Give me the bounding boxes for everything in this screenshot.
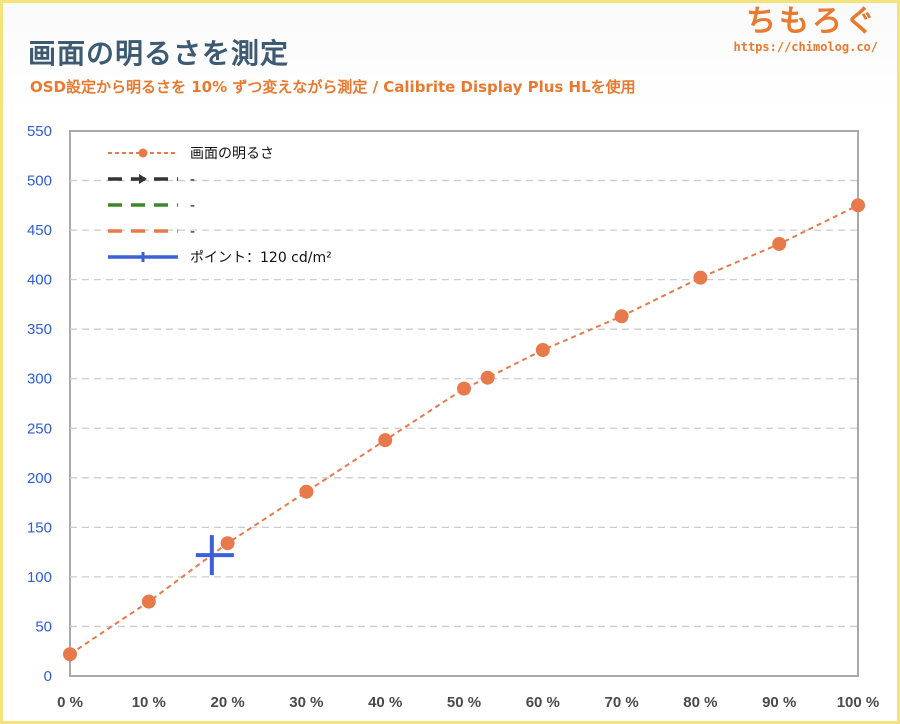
- y-tick-label: 300: [27, 371, 52, 388]
- x-tick-label: 10 %: [132, 694, 166, 711]
- data-point: [693, 270, 708, 285]
- data-point: [63, 647, 77, 662]
- data-point: [851, 198, 865, 213]
- legend-item: -: [108, 198, 195, 214]
- y-tick-label: 150: [27, 519, 52, 536]
- data-point: [141, 594, 156, 609]
- y-tick-label: 250: [27, 420, 52, 437]
- legend-marker: [138, 148, 148, 158]
- data-point: [378, 433, 393, 448]
- data-point: [220, 536, 235, 551]
- legend-label: -: [190, 172, 195, 188]
- x-tick-label: 30 %: [289, 694, 323, 711]
- data-point: [457, 381, 471, 396]
- x-tick-label: 90 %: [762, 694, 796, 711]
- chart-title: 画面の明るさを測定: [28, 37, 290, 70]
- x-tick-label: 40 %: [368, 694, 402, 711]
- x-tick-label: 100 %: [837, 694, 880, 711]
- y-tick-label: 50: [35, 618, 52, 635]
- x-tick-label: 50 %: [447, 694, 481, 711]
- site-logo: ちもろぐ https://chimolog.co/: [734, 2, 879, 54]
- legend-label: -: [190, 198, 195, 214]
- x-tick-label: 80 %: [683, 694, 717, 711]
- plot-border: [69, 130, 859, 677]
- legend-label: ポイント：120 cd/m²: [190, 250, 332, 266]
- y-tick-label: 100: [27, 569, 52, 586]
- legend-label: -: [190, 224, 195, 240]
- data-point: [299, 484, 314, 499]
- y-tick-label: 450: [27, 222, 52, 239]
- y-tick-label: 0: [44, 668, 52, 685]
- legend-item: 画面の明るさ: [108, 146, 274, 162]
- data-point: [480, 370, 495, 385]
- logo-text: ちもろぐ: [746, 4, 878, 39]
- x-tick-label: 60 %: [526, 694, 560, 711]
- x-tick-label: 20 %: [210, 694, 244, 711]
- legend-item: -: [108, 224, 195, 240]
- legend-item: -: [108, 172, 195, 188]
- legend-label: 画面の明るさ: [190, 146, 274, 162]
- y-tick-label: 550: [27, 123, 52, 140]
- y-tick-label: 400: [27, 272, 52, 289]
- series-line: [69, 204, 859, 656]
- legend-item: ポイント：120 cd/m²: [108, 250, 332, 266]
- x-tick-label: 70 %: [604, 694, 638, 711]
- legend-arrow-icon: [139, 174, 147, 184]
- y-tick-label: 500: [27, 173, 52, 190]
- data-point: [614, 309, 629, 324]
- data-point: [535, 342, 550, 357]
- chart-subtitle: OSD設定から明るさを 10% ずつ変えながら測定 / Calibrite Di…: [30, 78, 636, 96]
- y-tick-label: 200: [27, 470, 52, 487]
- data-point: [772, 236, 787, 251]
- logo-url: https://chimolog.co/: [733, 40, 879, 54]
- x-tick-label: 0 %: [57, 694, 83, 711]
- y-tick-label: 350: [27, 321, 52, 338]
